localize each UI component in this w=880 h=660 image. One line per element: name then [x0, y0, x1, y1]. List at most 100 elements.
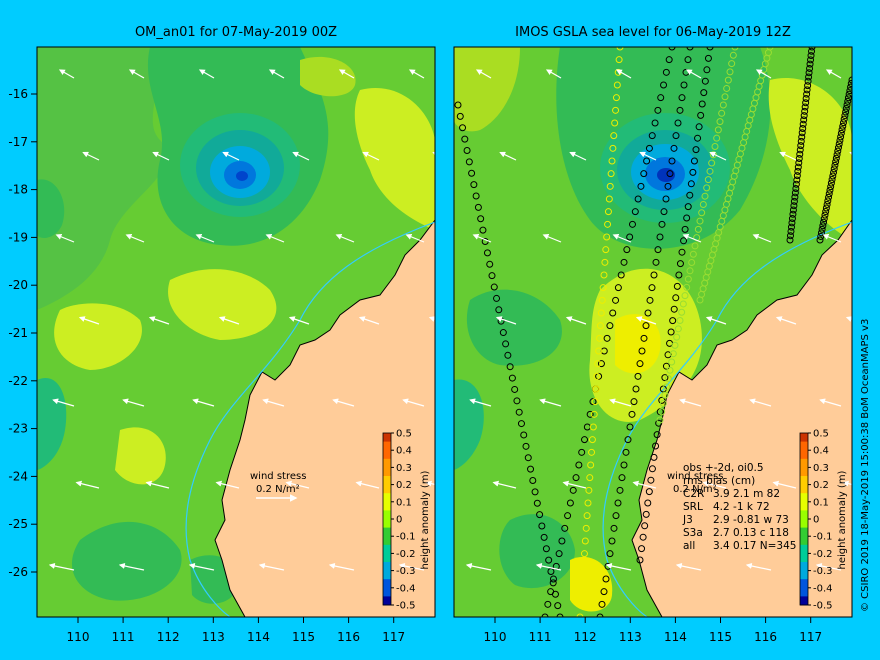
- altimeter-obs: [620, 461, 628, 469]
- altimeter-obs: [647, 476, 655, 484]
- altimeter-obs: [797, 137, 805, 145]
- altimeter-obs: [558, 537, 566, 545]
- colorbar-tick-label: -0.3: [396, 566, 416, 577]
- wind-arrow: [128, 69, 145, 79]
- altimeter-obs: [816, 236, 824, 244]
- wind-arrow: [75, 480, 100, 489]
- right-frame: [453, 46, 853, 618]
- stats-subheader: rms bias (cm): [683, 475, 755, 487]
- altimeter-obs: [832, 158, 840, 166]
- altimeter-obs: [672, 294, 680, 302]
- altimeter-obs: [731, 47, 739, 51]
- altimeter-obs: [829, 172, 837, 180]
- altimeter-obs: [488, 272, 496, 280]
- altimeter-obs: [603, 334, 611, 342]
- left-wind-vectors: [48, 69, 435, 571]
- altimeter-obs: [613, 81, 621, 89]
- altimeter-obs: [844, 97, 852, 105]
- colorbar-swatch: [800, 527, 808, 546]
- altimeter-obs: [661, 374, 669, 382]
- altimeter-obs: [601, 258, 609, 266]
- altimeter-obs: [611, 119, 619, 127]
- altimeter-obs: [566, 499, 574, 507]
- altimeter-obs: [673, 333, 681, 341]
- altimeter-obs: [823, 200, 831, 208]
- left-wind-value: 0.2 N/m²: [256, 484, 300, 495]
- wind-arrow: [425, 480, 435, 487]
- altimeter-obs: [606, 322, 614, 330]
- colorbar-swatch: [800, 544, 808, 563]
- altimeter-obs: [691, 242, 699, 250]
- wind-arrow: [192, 398, 215, 407]
- colorbar-tick-label: -0.1: [813, 532, 833, 543]
- altimeter-obs: [696, 217, 704, 225]
- altimeter-obs: [708, 159, 716, 167]
- altimeter-obs: [508, 374, 516, 382]
- altimeter-obs: [549, 579, 557, 587]
- altimeter-obs: [669, 350, 677, 358]
- altimeter-obs: [701, 192, 709, 200]
- altimeter-obs: [652, 442, 660, 450]
- wind-arrow: [188, 563, 215, 571]
- altimeter-obs: [477, 215, 485, 223]
- wind-arrow: [78, 316, 100, 325]
- altimeter-obs: [646, 296, 654, 304]
- wind-arrow: [265, 234, 285, 243]
- colorbar-swatch: [383, 476, 391, 494]
- altimeter-obs: [688, 259, 696, 267]
- colorbar-tick-label: -0.4: [813, 583, 833, 594]
- colorbar-tick-label: 0: [813, 515, 819, 526]
- altimeter-obs: [582, 524, 590, 532]
- altimeter-obs: [626, 233, 634, 241]
- altimeter-obs: [654, 246, 662, 254]
- altimeter-obs: [575, 461, 583, 469]
- altimeter-obs: [608, 157, 616, 165]
- altimeter-obs: [703, 184, 711, 192]
- wind-arrow: [332, 398, 355, 407]
- altimeter-obs: [640, 170, 648, 178]
- altimeter-obs: [486, 260, 494, 268]
- altimeter-obs: [670, 305, 678, 313]
- altimeter-obs: [796, 146, 804, 154]
- altimeter-obs: [454, 101, 462, 109]
- wind-arrow: [702, 480, 727, 489]
- altimeter-obs: [807, 56, 815, 64]
- altimeter-obs: [808, 47, 816, 51]
- altimeter-obs: [644, 499, 652, 507]
- y-tick-label: -26: [8, 565, 28, 579]
- altimeter-obs: [669, 317, 677, 325]
- x-tick-label: 113: [202, 630, 225, 644]
- wind-arrow: [198, 69, 215, 79]
- wind-arrow: [825, 69, 842, 79]
- altimeter-obs: [597, 360, 605, 368]
- right-wind-label: wind stress: [667, 471, 723, 482]
- altimeter-obs: [479, 226, 487, 234]
- colorbar-tick-label: 0.1: [813, 497, 829, 508]
- left-anomaly-contours: [37, 47, 435, 604]
- stats-row-values: 3.4 0.17 N=345: [713, 540, 796, 552]
- colorbar-tick-label: -0.5: [396, 601, 416, 612]
- altimeter-obs: [639, 533, 647, 541]
- altimeter-obs: [592, 385, 600, 393]
- altimeter-obs: [648, 132, 656, 140]
- right-panel-title: IMOS GSLA sea level for 06-May-2019 12Z: [515, 25, 791, 40]
- altimeter-obs: [686, 191, 694, 199]
- colorbar-tick-label: 0.3: [396, 463, 412, 474]
- wind-arrow: [398, 563, 425, 571]
- colorbar-swatch: [800, 579, 808, 597]
- altimeter-obs: [846, 87, 852, 95]
- altimeter-obs: [801, 107, 809, 115]
- altimeter-obs: [723, 84, 731, 92]
- altimeter-obs: [788, 215, 796, 223]
- altimeter-obs: [642, 510, 650, 518]
- altimeter-obs: [541, 613, 549, 617]
- x-tick-label: 113: [619, 630, 642, 644]
- wind-arrow: [609, 398, 632, 407]
- altimeter-obs: [792, 185, 800, 193]
- altimeter-obs: [845, 90, 852, 98]
- altimeter-obs: [675, 271, 683, 279]
- altimeter-obs: [680, 81, 688, 89]
- wind-arrow: [775, 316, 797, 325]
- altimeter-obs: [600, 588, 608, 596]
- colorbar-swatch: [383, 441, 391, 460]
